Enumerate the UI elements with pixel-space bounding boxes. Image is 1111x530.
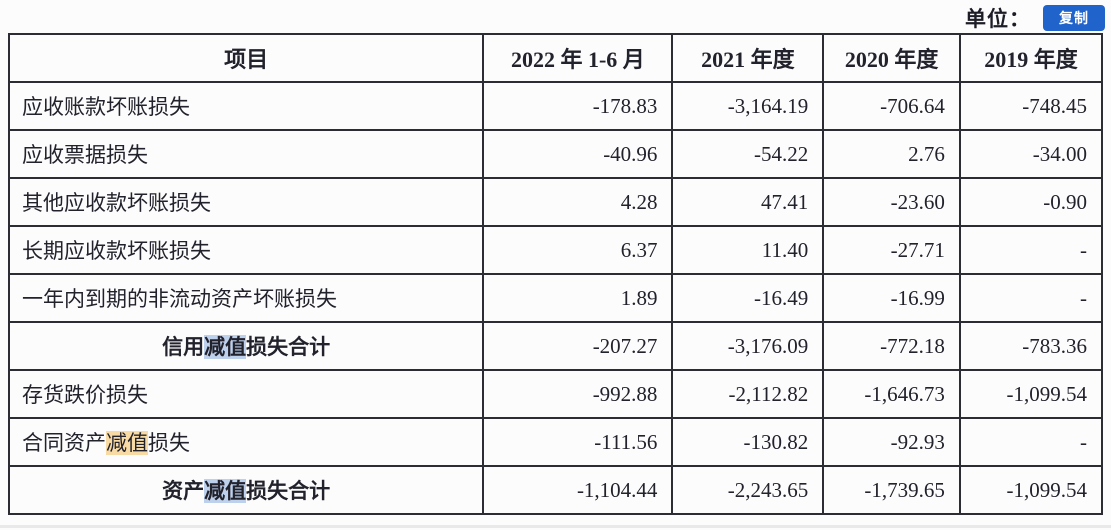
value-cell: 4.28 <box>482 177 674 227</box>
value-cell: -1,099.54 <box>958 369 1104 419</box>
table-row-credit-impairment-total: 信用减值损失合计 -207.27 -3,176.09 -772.18 -783.… <box>7 321 1104 371</box>
unit-label: 单位： <box>965 7 1031 31</box>
highlighted-term: 减值 <box>106 431 148 455</box>
value-cell: -3,176.09 <box>671 321 825 371</box>
table-row-inventory-writedown: 存货跌价损失 -992.88 -2,112.82 -1,646.73 -1,09… <box>7 369 1104 419</box>
value-cell: -178.83 <box>482 81 674 131</box>
copy-button[interactable]: 复制 <box>1043 5 1105 31</box>
impairment-loss-table: 项目 2022 年 1-6 月 2021 年度 2020 年度 2019 年度 … <box>7 33 1104 515</box>
value-cell: -54.22 <box>671 129 825 179</box>
value-cell: 1.89 <box>482 273 674 323</box>
label-part: 信用 <box>162 335 205 359</box>
value-cell: - <box>958 273 1104 323</box>
col-header-2020: 2020 年度 <box>822 33 961 83</box>
table-row-ar-baddebt: 应收账款坏账损失 -178.83 -3,164.19 -706.64 -748.… <box>7 81 1104 131</box>
value-cell: 6.37 <box>482 225 674 275</box>
label-part: 损失 <box>148 431 190 455</box>
value-cell: - <box>958 225 1104 275</box>
table-row-notes-receivable: 应收票据损失 -40.96 -54.22 2.76 -34.00 <box>7 129 1104 179</box>
table-row-other-receivables: 其他应收款坏账损失 4.28 47.41 -23.60 -0.90 <box>7 177 1104 227</box>
row-label: 长期应收款坏账损失 <box>7 225 485 275</box>
row-label-total: 信用减值损失合计 <box>7 321 485 371</box>
value-cell: 47.41 <box>671 177 825 227</box>
bottom-divider <box>0 525 1111 528</box>
value-cell: -1,104.44 <box>482 465 674 515</box>
value-cell: -3,164.19 <box>671 81 825 131</box>
value-cell: -748.45 <box>958 81 1104 131</box>
col-header-2021: 2021 年度 <box>671 33 825 83</box>
value-cell: -706.64 <box>822 81 961 131</box>
table-row-contract-asset-impairment: 合同资产减值损失 -111.56 -130.82 -92.93 - <box>7 417 1104 467</box>
value-cell: 2.76 <box>822 129 961 179</box>
value-cell: 11.40 <box>671 225 825 275</box>
value-cell: - <box>958 417 1104 467</box>
value-cell: -992.88 <box>482 369 674 419</box>
value-cell: -111.56 <box>482 417 674 467</box>
value-cell: -2,112.82 <box>671 369 825 419</box>
row-label: 应收账款坏账损失 <box>7 81 485 131</box>
value-cell: -0.90 <box>958 177 1104 227</box>
col-header-2022h1: 2022 年 1-6 月 <box>482 33 674 83</box>
value-cell: -783.36 <box>958 321 1104 371</box>
value-cell: -40.96 <box>482 129 674 179</box>
row-label-total: 资产减值损失合计 <box>7 465 485 515</box>
row-label: 一年内到期的非流动资产坏账损失 <box>7 273 485 323</box>
value-cell: -23.60 <box>822 177 961 227</box>
row-label: 应收票据损失 <box>7 129 485 179</box>
table-row-asset-impairment-total: 资产减值损失合计 -1,104.44 -2,243.65 -1,739.65 -… <box>7 465 1104 515</box>
value-cell: -1,739.65 <box>822 465 961 515</box>
value-cell: -16.99 <box>822 273 961 323</box>
value-cell: -92.93 <box>822 417 961 467</box>
label-part: 资产 <box>162 479 205 503</box>
label-part: 损失合计 <box>246 479 331 503</box>
row-label: 存货跌价损失 <box>7 369 485 419</box>
label-part: 损失合计 <box>246 335 331 359</box>
table-row-longterm-receivables: 长期应收款坏账损失 6.37 11.40 -27.71 - <box>7 225 1104 275</box>
value-cell: -207.27 <box>482 321 674 371</box>
value-cell: -27.71 <box>822 225 961 275</box>
table-header-row: 项目 2022 年 1-6 月 2021 年度 2020 年度 2019 年度 <box>7 33 1104 83</box>
col-header-item: 项目 <box>7 33 485 83</box>
topbar: 单位： 复制 <box>965 3 1105 33</box>
table-row-noncurrent-due-1yr: 一年内到期的非流动资产坏账损失 1.89 -16.49 -16.99 - <box>7 273 1104 323</box>
value-cell: -2,243.65 <box>671 465 825 515</box>
value-cell: -772.18 <box>822 321 961 371</box>
row-label: 合同资产减值损失 <box>7 417 485 467</box>
value-cell: -130.82 <box>671 417 825 467</box>
col-header-2019: 2019 年度 <box>958 33 1104 83</box>
value-cell: -1,099.54 <box>958 465 1104 515</box>
value-cell: -1,646.73 <box>822 369 961 419</box>
value-cell: -34.00 <box>958 129 1104 179</box>
value-cell: -16.49 <box>671 273 825 323</box>
highlighted-term: 减值 <box>204 335 247 359</box>
row-label: 其他应收款坏账损失 <box>7 177 485 227</box>
label-part: 合同资产 <box>22 431 106 455</box>
highlighted-term: 减值 <box>204 479 247 503</box>
